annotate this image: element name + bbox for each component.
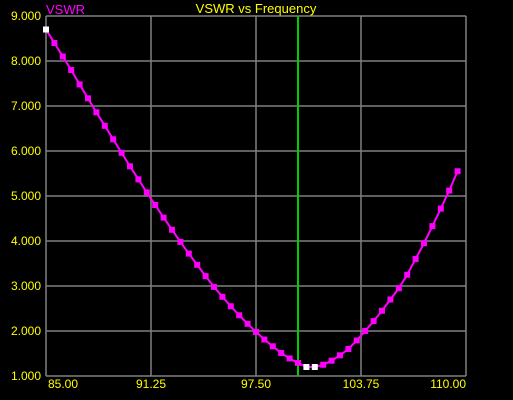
data-point xyxy=(286,355,293,362)
data-point xyxy=(379,307,385,314)
y-tick-label: 7.000 xyxy=(11,99,41,113)
data-point xyxy=(59,53,66,60)
data-point xyxy=(169,226,175,233)
data-point xyxy=(143,189,150,196)
data-point xyxy=(295,359,301,366)
data-point xyxy=(395,285,402,292)
data-point xyxy=(320,361,327,368)
data-point xyxy=(446,187,453,194)
data-point xyxy=(135,176,142,183)
chart-title: VSWR vs Frequency xyxy=(196,1,317,16)
data-point xyxy=(437,205,444,212)
data-point xyxy=(404,271,411,278)
x-tick-label: 110.00 xyxy=(430,377,466,391)
data-point xyxy=(185,250,192,257)
data-point xyxy=(85,95,91,102)
data-point xyxy=(219,293,226,300)
data-point xyxy=(244,320,251,327)
y-tick-label: 3.000 xyxy=(11,279,41,293)
data-point xyxy=(412,256,419,262)
data-point xyxy=(387,296,394,303)
data-point xyxy=(118,149,125,156)
y-tick-label: 2.000 xyxy=(11,324,41,338)
data-point xyxy=(51,40,58,46)
grid xyxy=(45,15,467,377)
data-point xyxy=(421,240,427,247)
data-point xyxy=(370,318,377,325)
y-tick-label: 4.000 xyxy=(11,234,41,248)
series-vswr xyxy=(43,26,461,370)
data-point xyxy=(194,261,201,268)
y-tick-label: 6.000 xyxy=(11,144,41,158)
data-point xyxy=(110,136,117,143)
data-point xyxy=(152,202,159,208)
data-point xyxy=(177,238,184,245)
data-point xyxy=(101,122,108,129)
highlighted-data-point xyxy=(43,26,49,33)
axis-ticks: 85.00 91.25 97.50 103.75 110.00 1.000 2.000 3.0… xyxy=(11,9,466,391)
data-point xyxy=(429,223,436,230)
y-tick-label: 1.000 xyxy=(11,369,41,383)
data-point xyxy=(211,283,217,290)
data-point xyxy=(362,328,369,334)
data-point xyxy=(76,81,83,88)
data-point xyxy=(454,168,461,175)
x-tick-label: 103.75 xyxy=(343,377,380,391)
y-axis-label: VSWR xyxy=(46,2,85,17)
x-tick-label: 91.25 xyxy=(136,377,166,391)
y-tick-label: 9.000 xyxy=(11,9,41,23)
data-point xyxy=(227,303,234,310)
data-point xyxy=(261,336,268,343)
highlighted-data-point xyxy=(311,364,318,370)
highlighted-data-point xyxy=(303,364,310,370)
y-tick-label: 8.000 xyxy=(11,54,41,68)
data-point xyxy=(345,346,352,352)
data-point xyxy=(202,273,209,280)
data-point xyxy=(68,67,75,73)
data-point xyxy=(160,214,167,221)
data-point xyxy=(328,357,335,364)
data-point xyxy=(127,163,133,170)
y-tick-label: 5.000 xyxy=(11,189,41,203)
data-point xyxy=(93,109,100,116)
data-point xyxy=(236,312,243,319)
data-point xyxy=(278,350,285,357)
x-tick-label: 97.50 xyxy=(241,377,271,391)
data-point xyxy=(269,343,276,350)
x-tick-label: 85.00 xyxy=(48,377,78,391)
data-point xyxy=(353,337,360,344)
data-point xyxy=(337,352,343,359)
data-point xyxy=(253,328,259,335)
